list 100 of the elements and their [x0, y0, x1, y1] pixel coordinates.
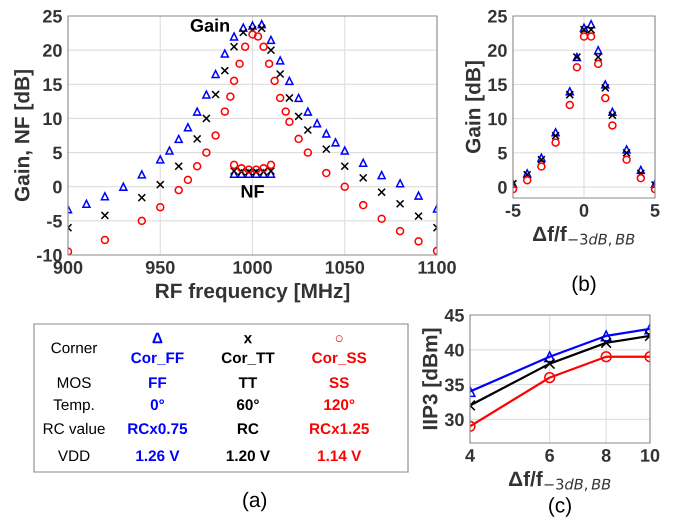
point — [259, 42, 268, 51]
point — [174, 186, 183, 194]
point — [601, 80, 610, 89]
point — [138, 170, 146, 179]
point — [100, 192, 110, 201]
point — [522, 176, 532, 184]
x-tick-label: 1100 — [418, 261, 456, 274]
point — [211, 70, 220, 78]
point — [226, 92, 235, 101]
y-tick-label: 25 — [42, 10, 62, 23]
x-tick-label: -5 — [506, 204, 521, 217]
point — [285, 94, 294, 102]
point — [594, 46, 602, 54]
y-tick-label: 10 — [44, 112, 62, 126]
point — [601, 94, 610, 102]
point — [322, 168, 331, 178]
point — [100, 211, 110, 220]
point — [572, 63, 582, 72]
point — [608, 108, 617, 116]
point — [230, 32, 238, 41]
text: 60° — [236, 399, 259, 410]
y-tick-label: -5 — [47, 214, 62, 228]
point — [586, 20, 596, 28]
point — [594, 60, 602, 68]
point — [551, 128, 560, 137]
text: 1.20 V — [226, 450, 270, 462]
point — [220, 107, 230, 116]
x-tick-label: 8 — [602, 449, 611, 462]
point — [340, 162, 349, 170]
point — [235, 60, 244, 68]
y-tick-label: 0 — [498, 180, 507, 194]
x-tick-label: 1000 — [234, 261, 272, 274]
point — [270, 76, 279, 86]
y-tick-label: 30 — [444, 413, 464, 426]
point — [257, 20, 266, 28]
point — [240, 42, 250, 51]
x-tick-label: 4 — [465, 449, 475, 462]
point — [165, 146, 174, 155]
point — [551, 132, 560, 140]
point — [211, 90, 220, 99]
point — [230, 170, 238, 178]
text: Corner — [51, 342, 98, 354]
text: RC value — [44, 422, 105, 434]
point — [220, 49, 230, 58]
annotation: NF — [242, 185, 264, 198]
point — [184, 123, 192, 132]
point — [537, 155, 546, 164]
x-axis-title: Δf/f$_{−3dB,BB}$ — [508, 470, 610, 492]
point — [294, 94, 303, 102]
y-tick-label: 40 — [444, 344, 464, 357]
point — [248, 21, 257, 30]
y-axis-title: Gain [dB] — [465, 61, 485, 154]
text: TT — [238, 377, 258, 388]
y-axis-title: IIP3 [dBm] — [422, 328, 442, 430]
point — [276, 56, 284, 65]
point — [566, 100, 574, 110]
x-axis-title: RF frequency [MHz] — [156, 282, 350, 302]
x-tick-label: 900 — [54, 261, 82, 274]
text: 120° — [324, 399, 354, 410]
text: 1.26 V — [136, 450, 180, 462]
point — [566, 90, 574, 99]
point — [377, 214, 386, 224]
text: MOS — [58, 377, 91, 388]
text: ○ Cor_SS — [312, 335, 366, 365]
x-tick-label: 1050 — [326, 261, 364, 274]
point — [636, 166, 646, 174]
x-axis-title: Δf/f$_{−3dB,BB}$ — [532, 226, 634, 246]
point — [294, 134, 303, 144]
y-tick-label: 25 — [488, 10, 507, 23]
point — [377, 188, 386, 196]
text: x Cor_TT — [222, 335, 274, 365]
point — [396, 200, 404, 208]
point — [266, 160, 276, 170]
point — [281, 107, 290, 116]
x-tick-label: 0 — [580, 204, 588, 217]
text: (c) — [549, 497, 571, 517]
point — [82, 200, 91, 208]
point — [304, 148, 312, 157]
point — [220, 66, 230, 75]
text: 1.14 V — [318, 450, 362, 462]
point — [276, 70, 284, 78]
y-tick-label: 20 — [488, 44, 507, 57]
point — [294, 112, 303, 121]
point — [608, 121, 617, 130]
point — [551, 138, 560, 147]
point — [239, 23, 248, 32]
point — [377, 170, 386, 180]
x-tick-label: 950 — [146, 261, 175, 274]
text: SS — [329, 377, 349, 388]
point — [202, 90, 211, 99]
x-tick-label: 5 — [650, 204, 660, 217]
point — [414, 191, 423, 200]
text: Temp. — [54, 399, 94, 414]
point — [230, 76, 238, 86]
point — [192, 134, 202, 144]
x-tick-label: 10 — [641, 449, 660, 462]
point — [174, 134, 183, 144]
point — [202, 148, 211, 157]
y-tick-label: 10 — [488, 112, 507, 126]
point — [264, 60, 274, 68]
